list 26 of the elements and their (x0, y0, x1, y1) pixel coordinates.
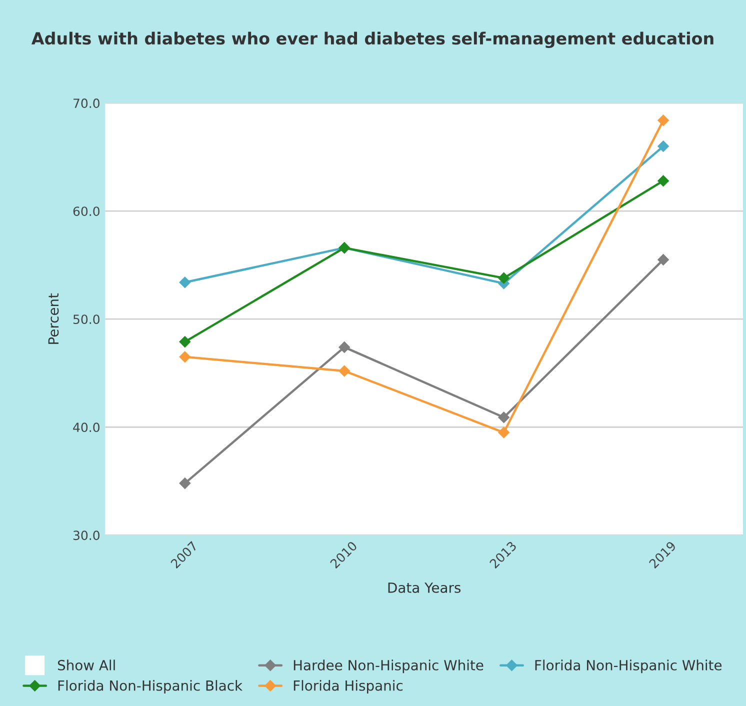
point (658, 114, 669, 126)
y-tick-label: 50.0 (73, 314, 100, 324)
y-tick-label: 40.0 (73, 422, 100, 432)
x-axis-title: Data Years (388, 582, 461, 593)
y-tick-label: 70.0 (74, 98, 100, 108)
point (658, 254, 669, 266)
point (498, 426, 510, 438)
point (658, 140, 669, 152)
point (658, 175, 669, 186)
point (338, 342, 350, 353)
y-tick-label: 60.0 (73, 206, 100, 216)
point (179, 478, 191, 489)
point (179, 351, 191, 363)
y-axis-title: Percent (48, 293, 59, 344)
point (498, 272, 510, 284)
legend-label: Florida Non-Hispanic Black (58, 680, 243, 694)
legend-label: Hardee Non-Hispanic White (294, 660, 484, 674)
legend-label: Florida Non-Hispanic White (535, 660, 722, 674)
legend-label: Show All (58, 660, 115, 670)
point (179, 336, 191, 348)
chart-title: Adults with diabetes who ever had diabetes self-management education (31, 32, 714, 48)
y-tick-label: 30.0 (73, 530, 100, 540)
point (179, 276, 191, 288)
point (498, 412, 510, 424)
point (338, 365, 350, 377)
legend-label: Florida Hispanic (294, 680, 403, 694)
